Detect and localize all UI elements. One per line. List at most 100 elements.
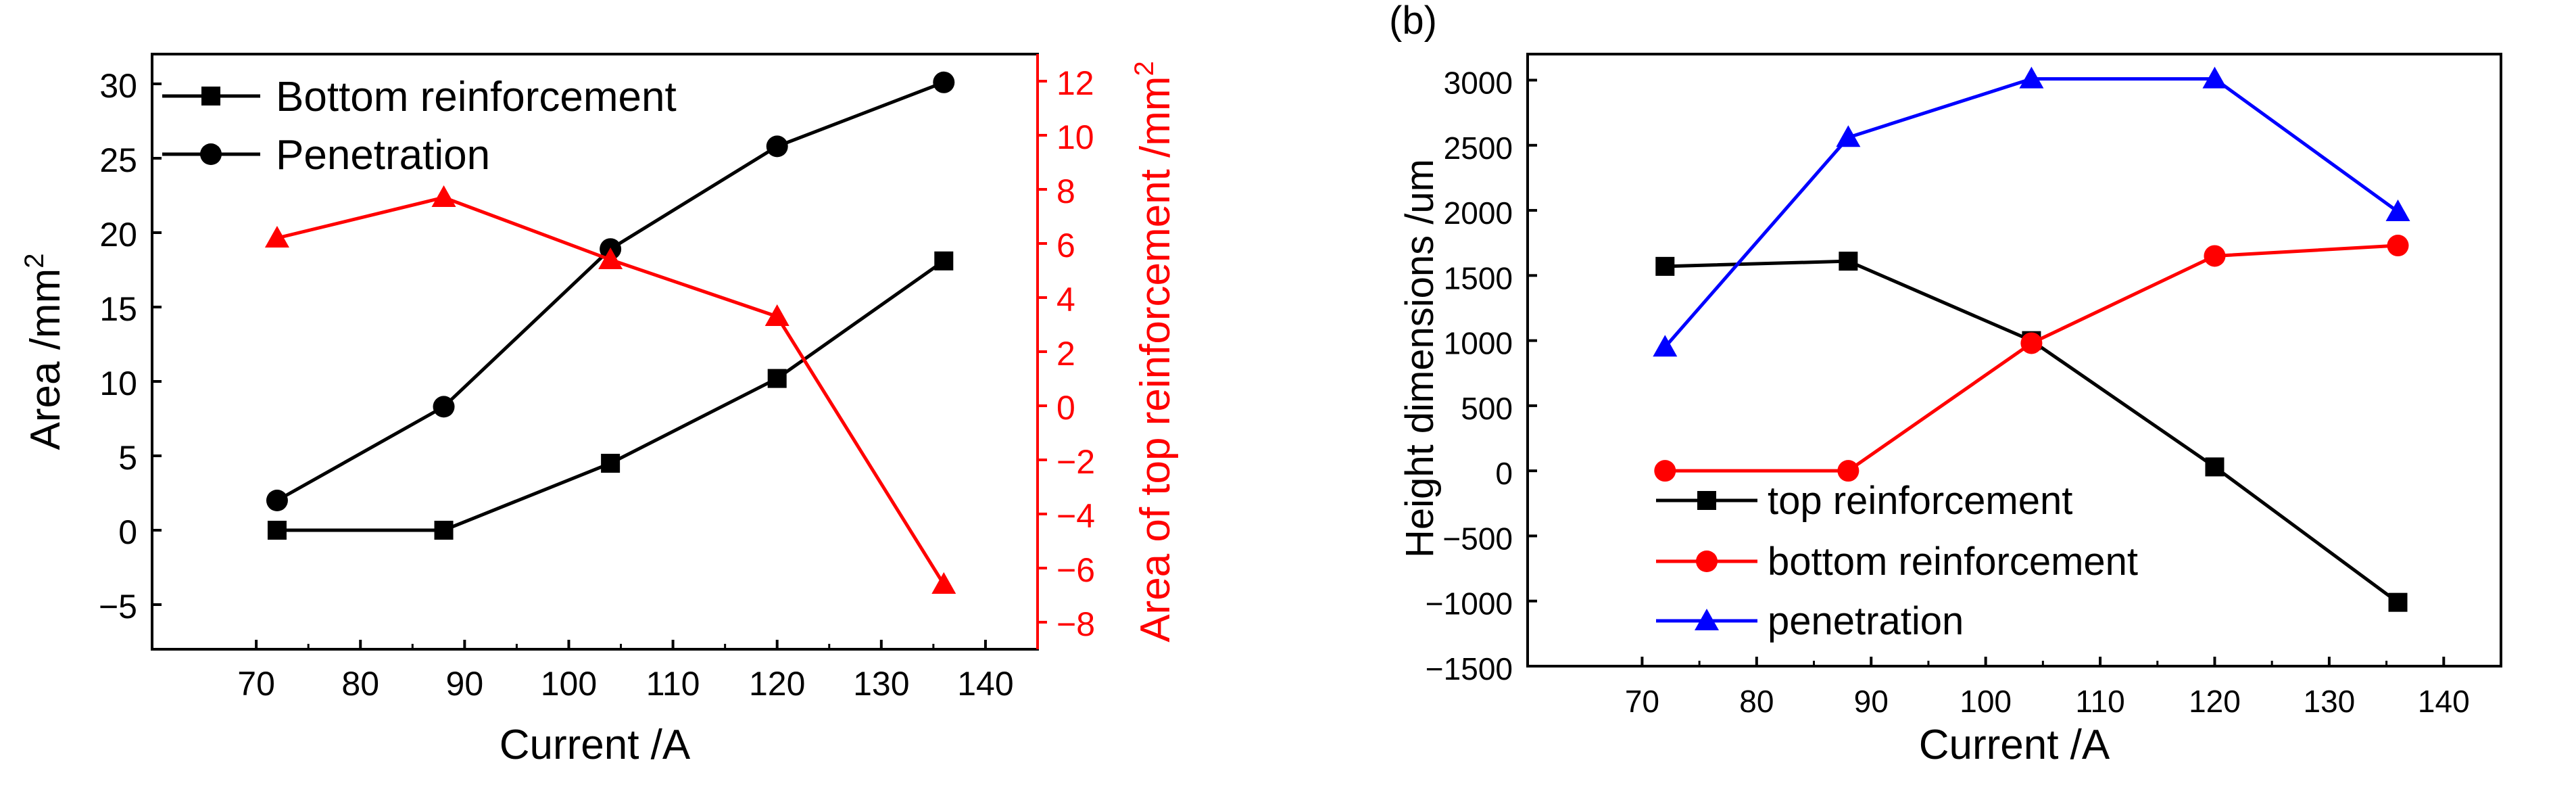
data-point-circle (1654, 460, 1676, 482)
chart-b-legend-label: top reinforcement (1768, 479, 2072, 523)
chart-a-x-axis-label: Current /A (500, 722, 691, 768)
data-point-circle (2204, 245, 2226, 267)
y2-tick-label: 8 (1056, 172, 1075, 210)
y-tick-label: 500 (1461, 391, 1513, 426)
chart-b-y-ticks: −1500 −1000 −500 0 500 1000 1500 2000 2500 3000 (1426, 66, 1537, 686)
y-tick-label: −1500 (1426, 651, 1513, 686)
data-point-triangle (931, 572, 956, 594)
series-area-of-top-reinforcement (264, 185, 956, 594)
data-point-circle (766, 135, 788, 158)
chart-b-legend-item-top-reinforcement: top reinforcement (1656, 479, 2072, 523)
series-line (276, 259, 945, 532)
x-tick-label: 100 (1960, 684, 2012, 719)
data-point-triangle (2202, 66, 2227, 89)
chart-b-legend-item-bottom-reinforcement: bottom reinforcement (1656, 540, 2138, 584)
y-tick-label: −5 (99, 588, 137, 626)
x-tick-label: 70 (1625, 684, 1659, 719)
y-tick-label: 25 (99, 141, 137, 179)
data-point-circle (933, 71, 955, 93)
chart-b-legend-label: penetration (1768, 599, 1964, 643)
chart-b: (b) 70 80 90 100 110 120 130 140 −1500 −1000 −500… (1389, 0, 2502, 768)
y2-tick-label: 2 (1056, 335, 1075, 373)
x-tick-label: 140 (957, 665, 1013, 703)
chart-a-legend-label: Penetration (276, 132, 490, 179)
chart-a-legend-label: Bottom reinforcement (276, 74, 677, 120)
x-tick-label: 130 (853, 665, 909, 703)
data-point-triangle (598, 248, 623, 269)
chart-a-y-axis-label: Area /mm2 (20, 254, 69, 450)
chart-a-x-ticks: 70 80 90 100 110 120 130 140 (237, 640, 1014, 703)
chart-a-legend: Bottom reinforcement Penetration (162, 74, 677, 179)
data-point-triangle (1653, 335, 1678, 357)
y2-tick-label: −6 (1056, 551, 1095, 589)
series-line (1665, 243, 2398, 473)
data-point-triangle (1836, 125, 1861, 147)
y-tick-label: 5 (118, 439, 137, 477)
y2-tick-label: −4 (1056, 497, 1095, 535)
data-point-triangle (431, 185, 456, 207)
data-point-square (1839, 252, 1858, 271)
chart-a-legend-item-penetration: Penetration (162, 132, 490, 179)
y-tick-label: −1000 (1426, 586, 1513, 622)
y2-tick-label: 12 (1056, 64, 1094, 102)
data-point-triangle (264, 226, 289, 248)
y-tick-label: −500 (1442, 521, 1513, 556)
x-tick-label: 90 (1854, 684, 1889, 719)
x-tick-label: 110 (646, 665, 700, 703)
y-tick-label: 3000 (1444, 66, 1513, 101)
x-tick-label: 90 (446, 665, 484, 703)
data-point-circle (1837, 460, 1860, 482)
legend-square-marker (1697, 491, 1716, 510)
chart-b-legend-label: bottom reinforcement (1768, 540, 2138, 584)
chart-a-y2-ticks: −8 −6 −4 −2 0 2 4 6 8 10 12 (1036, 54, 1095, 649)
data-point-triangle (764, 304, 789, 326)
data-point-square (601, 454, 621, 473)
y-tick-label: 2000 (1444, 195, 1513, 231)
y-tick-label: 0 (1495, 456, 1513, 491)
chart-b-x-axis-label: Current /A (1919, 722, 2110, 768)
chart-b-legend-item-penetration: penetration (1656, 599, 1964, 643)
chart-a-y-ticks: −5 0 5 10 15 20 25 30 (99, 67, 162, 626)
y2-tick-label: 6 (1056, 227, 1075, 264)
data-point-square (2205, 457, 2225, 477)
data-point-square (434, 521, 454, 540)
chart-a-legend-item-bottom-reinforcement: Bottom reinforcement (162, 74, 677, 120)
data-point-circle (266, 490, 288, 511)
y2-tick-label: −8 (1056, 605, 1095, 643)
chart-b-y-axis-label: Height dimensions /um (1398, 159, 1442, 558)
series-penetration (1653, 66, 2410, 357)
y-tick-label: 10 (99, 365, 137, 402)
data-point-triangle (2019, 66, 2044, 89)
x-tick-label: 120 (749, 665, 805, 703)
y-tick-label: 1500 (1444, 260, 1513, 296)
chart-b-legend: top reinforcement bottom reinforcement p… (1656, 479, 2138, 643)
y-tick-label: 30 (99, 67, 137, 105)
legend-triangle-marker (1695, 609, 1719, 630)
chart-b-series (1653, 66, 2410, 612)
chart-b-panel-label: (b) (1389, 0, 1437, 43)
x-tick-label: 130 (2304, 684, 2356, 719)
y-tick-label: 1000 (1444, 326, 1513, 361)
data-point-circle (2387, 235, 2409, 257)
chart-a-y2-axis-label: Area of top reinforcement /mm2 (1129, 61, 1179, 642)
data-point-circle (2020, 332, 2043, 354)
chart-a-series (264, 71, 956, 594)
series-bottom-reinforcement (1654, 235, 2409, 482)
legend-circle-marker (1696, 551, 1718, 572)
y2-tick-label: 0 (1056, 389, 1075, 427)
data-point-square (1655, 256, 1675, 276)
data-point-square (267, 521, 287, 540)
chart-b-x-ticks: 70 80 90 100 110 120 130 140 (1625, 657, 2470, 719)
y2-tick-label: 4 (1056, 281, 1075, 319)
x-tick-label: 110 (2075, 684, 2124, 719)
y2-tick-label: −2 (1056, 443, 1095, 481)
x-tick-label: 70 (237, 665, 275, 703)
legend-circle-marker (200, 143, 222, 165)
y-tick-label: 0 (118, 513, 137, 551)
x-tick-label: 100 (541, 665, 597, 703)
x-tick-label: 80 (341, 665, 379, 703)
y-tick-label: 2500 (1444, 131, 1513, 166)
chart-b-plot-frame (1526, 53, 2502, 668)
x-tick-label: 140 (2418, 684, 2470, 719)
